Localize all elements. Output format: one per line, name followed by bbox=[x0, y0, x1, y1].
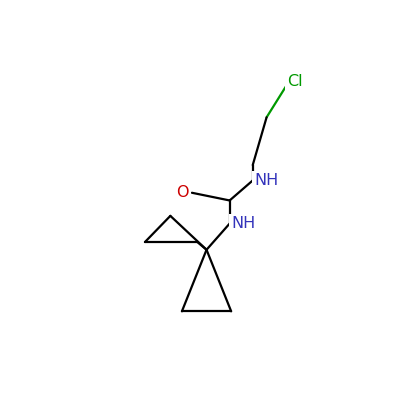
Text: NH: NH bbox=[231, 216, 256, 231]
Text: Cl: Cl bbox=[287, 74, 303, 89]
Text: O: O bbox=[176, 185, 189, 200]
Text: NH: NH bbox=[254, 173, 279, 188]
